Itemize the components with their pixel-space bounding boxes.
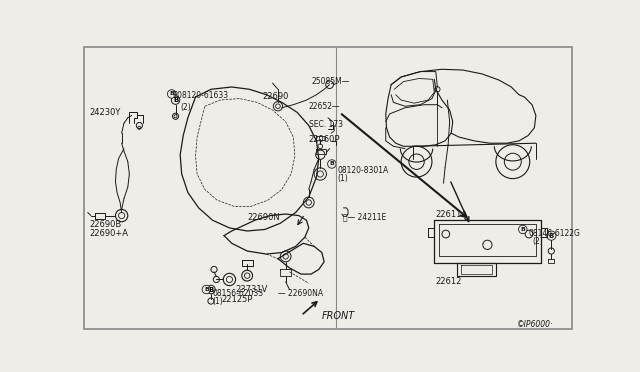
Text: 22690N: 22690N <box>247 212 280 221</box>
Text: (1): (1) <box>337 174 348 183</box>
Text: 22690B: 22690B <box>90 220 122 229</box>
Circle shape <box>168 90 176 98</box>
Text: 22125P: 22125P <box>221 295 253 304</box>
Text: 22652—: 22652— <box>308 102 340 111</box>
Text: B: B <box>169 92 174 96</box>
Circle shape <box>202 285 211 294</box>
Text: — 22690NA: — 22690NA <box>278 289 323 298</box>
Text: B08120-61633: B08120-61633 <box>172 91 228 100</box>
Text: 22611: 22611 <box>436 210 462 219</box>
Text: (2): (2) <box>532 237 543 246</box>
Text: 22690+A: 22690+A <box>90 230 128 238</box>
Text: B: B <box>204 287 209 292</box>
Circle shape <box>547 231 556 240</box>
Text: 08156-62033: 08156-62033 <box>212 289 264 298</box>
Text: 22690: 22690 <box>262 92 289 102</box>
Text: 24230Y: 24230Y <box>90 108 121 117</box>
Text: B: B <box>330 161 334 167</box>
Text: 25085M—: 25085M— <box>311 77 349 86</box>
Circle shape <box>328 160 336 168</box>
Circle shape <box>172 96 180 104</box>
Text: 22060P: 22060P <box>308 135 340 144</box>
Text: ⌣— 24211E: ⌣— 24211E <box>344 212 387 221</box>
Text: 08146-6122G: 08146-6122G <box>528 230 580 238</box>
Text: 23731V: 23731V <box>236 285 268 294</box>
Text: FRONT: FRONT <box>322 311 355 321</box>
Text: (2): (2) <box>180 103 191 112</box>
Text: ©IP6000·: ©IP6000· <box>516 320 553 329</box>
Text: B: B <box>548 232 554 238</box>
Text: (1): (1) <box>212 297 223 306</box>
Circle shape <box>207 285 215 294</box>
Text: SEC. 173: SEC. 173 <box>308 120 343 129</box>
Text: B: B <box>520 227 525 232</box>
Text: 08120-8301A: 08120-8301A <box>337 166 388 175</box>
Text: 22612: 22612 <box>436 277 462 286</box>
Circle shape <box>518 225 527 234</box>
Text: B: B <box>209 286 214 292</box>
Text: B: B <box>173 97 178 103</box>
